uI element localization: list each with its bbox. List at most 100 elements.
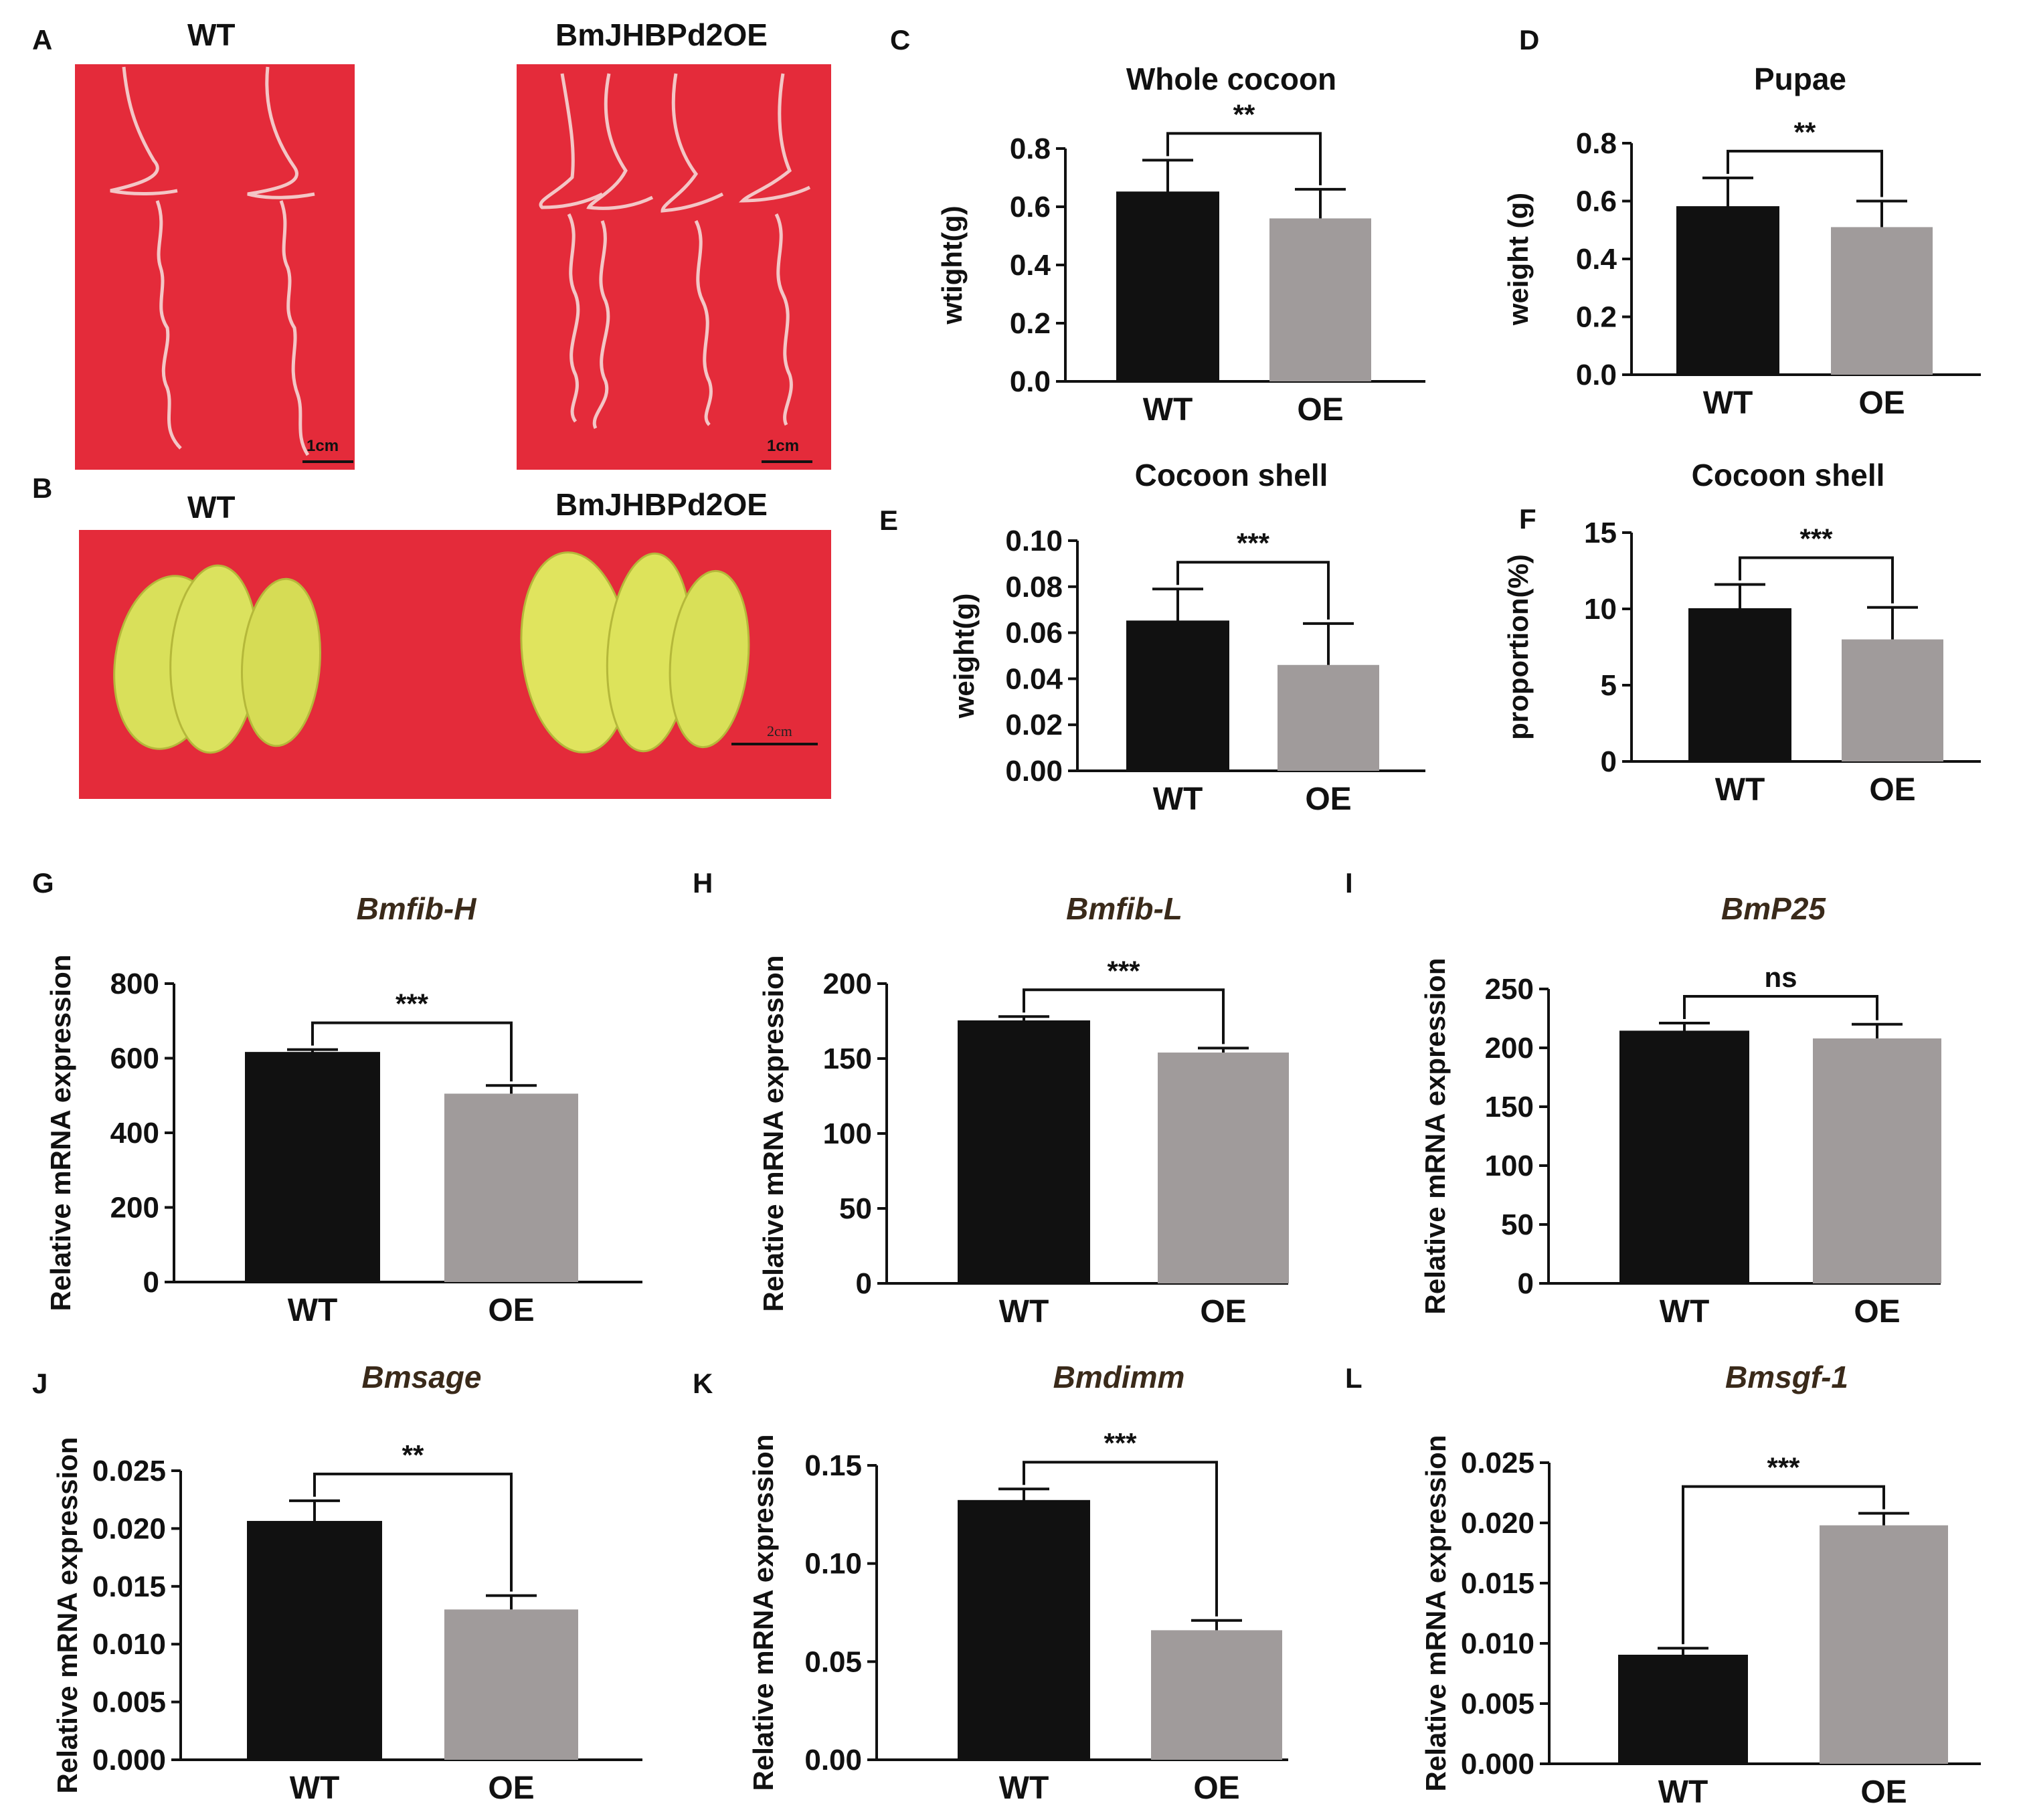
x-tick-label-l-oe: OE [1860, 1774, 1907, 1810]
bar-h-oe [1158, 1053, 1289, 1283]
chart-title-g: Bmfib-H [357, 891, 477, 926]
significance-bracket-i [1683, 995, 1878, 1020]
significance-label-c: ** [1233, 98, 1255, 130]
y-axis-label-e: weight(g) [948, 594, 980, 719]
bar-g-oe [444, 1093, 578, 1282]
panel-letter-f: F [1519, 503, 1536, 535]
y-tick-label-j: 0.005 [92, 1686, 166, 1719]
y-tick-label-j: 0.010 [92, 1628, 166, 1661]
significance-bracket-f [1739, 556, 1894, 604]
bar-f-wt [1688, 608, 1791, 762]
y-axis-label-j: Relative mRNA expression [52, 1437, 83, 1794]
bar-g-wt [245, 1052, 380, 1283]
chart-title-k: Bmdimm [1053, 1360, 1185, 1394]
panel-letter-l: L [1345, 1362, 1362, 1394]
x-tick-label-j-oe: OE [488, 1770, 534, 1806]
chart-title-i: BmP25 [1721, 891, 1826, 926]
panel-letter-g: G [32, 867, 54, 899]
scale-bar-a-left: 1cm [302, 437, 353, 463]
x-tick-label-h-wt: WT [999, 1294, 1049, 1330]
x-tick-label-g-wt: WT [288, 1293, 338, 1328]
y-tick-label-f: 0 [1601, 745, 1617, 778]
y-tick-label-j: 0.025 [92, 1455, 166, 1487]
chart-j: J Bmsage Relative mRNA expression 0.000 0.00… [32, 1360, 642, 1806]
x-tick-label-i-oe: OE [1854, 1294, 1900, 1330]
y-tick-label-d: 0.4 [1576, 243, 1617, 276]
y-tick-label-h: 100 [823, 1117, 872, 1150]
x-tick-label-k-oe: OE [1193, 1770, 1239, 1806]
y-tick-label-d: 0.2 [1576, 301, 1617, 334]
bar-d-wt [1676, 206, 1779, 375]
x-tick-label-e-oe: OE [1305, 782, 1351, 817]
y-tick-label-h: 150 [823, 1042, 872, 1075]
bar-f-oe [1842, 639, 1943, 761]
y-tick-label-k: 0.00 [804, 1744, 862, 1777]
y-axis-label-f: proportion(%) [1502, 554, 1534, 740]
y-tick-label-g: 200 [110, 1192, 159, 1224]
y-tick-label-i: 250 [1485, 973, 1534, 1006]
y-tick-label-f: 15 [1584, 517, 1617, 549]
y-tick-label-c: 0.6 [1010, 191, 1051, 223]
significance-label-g: *** [395, 988, 429, 1020]
x-tick-label-j-wt: WT [290, 1770, 340, 1806]
x-tick-label-h-oe: OE [1200, 1294, 1246, 1330]
y-tick-label-e: 0.10 [1005, 525, 1063, 557]
scale-bar-a-right: 1cm [762, 437, 812, 463]
x-tick-label-g-oe: OE [488, 1293, 534, 1328]
x-tick-label-c-oe: OE [1297, 392, 1343, 428]
silk-strands-wt [110, 66, 315, 456]
chart-f: F Cocoon shell proportion(%) 0 5 10 15 WT OE *** [1502, 458, 1981, 808]
y-tick-label-e: 0.06 [1005, 617, 1063, 650]
chart-k: K Bmdimm Relative mRNA expression 0.00 0.05 0… [693, 1360, 1288, 1806]
chart-title-d: Pupae [1754, 62, 1846, 96]
y-tick-label-c: 0.0 [1010, 365, 1051, 398]
significance-bracket-c [1166, 132, 1322, 185]
panel-letter-h: H [693, 867, 713, 899]
bar-d-oe [1831, 227, 1933, 375]
bar-e-oe [1278, 664, 1379, 771]
y-tick-label-e: 0.02 [1005, 709, 1063, 741]
photo-b-wt-label: WT [187, 490, 236, 525]
y-axis-label-i: Relative mRNA expression [1419, 958, 1451, 1315]
panel-letter-k: K [693, 1368, 713, 1399]
bar-j-wt [247, 1521, 382, 1760]
bar-k-oe [1151, 1630, 1282, 1760]
chart-e: E Cocoon shell weight(g) 0.00 0.02 0.04 0.06 0.… [879, 458, 1425, 817]
y-tick-label-l: 0.010 [1461, 1627, 1534, 1660]
significance-bracket-l [1682, 1485, 1885, 1645]
chart-title-e: Cocoon shell [1135, 458, 1328, 492]
significance-label-i: ns [1764, 962, 1797, 993]
y-tick-label-k: 0.05 [804, 1645, 862, 1678]
y-tick-label-h: 0 [856, 1267, 872, 1300]
significance-bracket-j [313, 1472, 513, 1592]
panel-letter-c: C [890, 24, 910, 56]
panel-letter-e: E [879, 505, 898, 536]
y-tick-label-i: 0 [1518, 1267, 1534, 1300]
y-tick-label-c: 0.4 [1010, 249, 1051, 282]
bar-k-wt [958, 1499, 1090, 1761]
bar-e-wt [1126, 620, 1229, 772]
bar-c-wt [1116, 191, 1219, 382]
y-tick-label-f: 10 [1584, 593, 1617, 626]
y-tick-label-f: 5 [1601, 669, 1617, 702]
significance-label-e: *** [1237, 527, 1270, 559]
x-tick-label-f-oe: OE [1869, 772, 1915, 808]
chart-l: L Bmsgf-1 Relative mRNA expression 0.000 0.0… [1345, 1360, 1981, 1810]
significance-bracket-d [1727, 149, 1883, 197]
panel-letter-d: D [1519, 24, 1539, 56]
x-tick-label-l-wt: WT [1658, 1774, 1708, 1810]
significance-label-j: ** [402, 1439, 424, 1471]
y-tick-label-c: 0.8 [1010, 132, 1051, 165]
chart-title-l: Bmsgf-1 [1725, 1360, 1848, 1394]
chart-title-f: Cocoon shell [1692, 458, 1885, 492]
panel-letter-a: A [32, 24, 52, 56]
charts: C Whole cocoon wtight(g) 0.0 0.2 0.4 0.6 0.8 WT O… [32, 24, 1981, 1810]
photo-a-oe-label: BmJHBPd2OE [555, 17, 768, 52]
panel-b: B WT BmJHBPd2OE 2cm [32, 472, 831, 799]
scale-a-left-label: 1cm [306, 437, 339, 455]
significance-label-l: *** [1767, 1452, 1800, 1483]
significance-bracket-h [1023, 988, 1225, 1044]
x-tick-label-e-wt: WT [1153, 782, 1203, 817]
significance-label-k: *** [1104, 1427, 1137, 1459]
